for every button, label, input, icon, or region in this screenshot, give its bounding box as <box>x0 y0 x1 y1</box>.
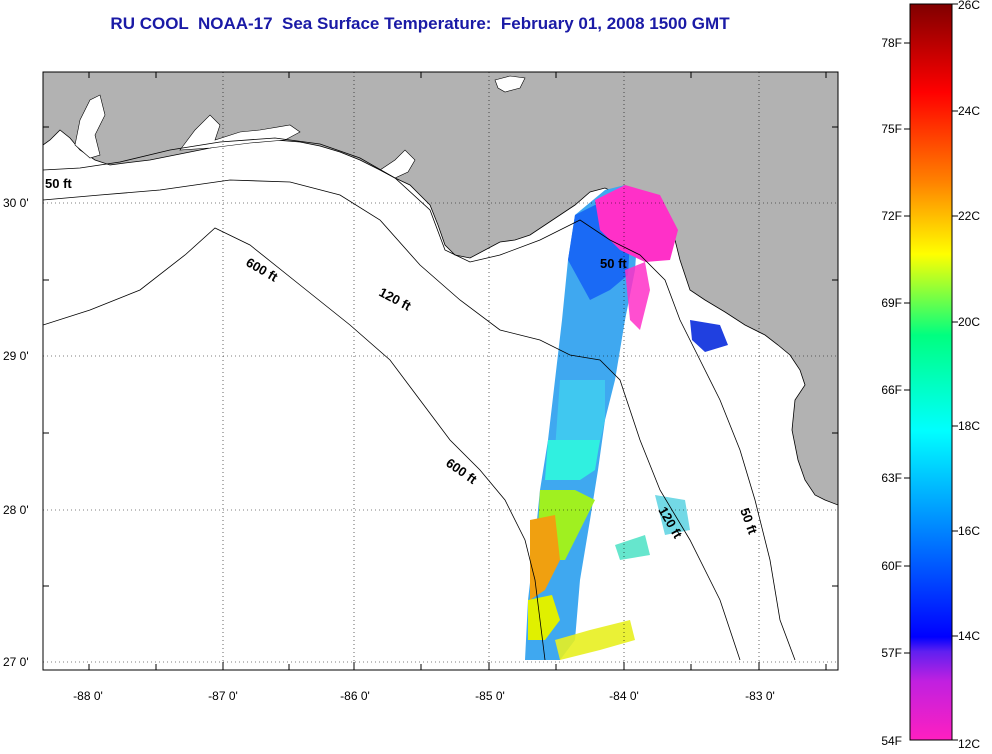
colorbar-c-label: 12C <box>958 737 980 751</box>
lon-tick-label: -88 0' <box>73 689 103 703</box>
lon-tick-label: -84 0' <box>609 689 639 703</box>
lat-lon-grid <box>43 72 838 670</box>
bay <box>74 94 106 159</box>
lat-tick-label: 30 0' <box>3 196 29 210</box>
colorbar-c-label: 20C <box>958 315 980 329</box>
axis-ticks <box>43 72 838 670</box>
bay <box>494 75 526 93</box>
lon-tick-label: -86 0' <box>340 689 370 703</box>
lat-tick-label: 27 0' <box>3 655 29 669</box>
contour-600ft <box>43 227 546 661</box>
land-mass <box>43 72 838 506</box>
colorbar-c-label: 14C <box>958 629 980 643</box>
colorbar-f-label: 57F <box>881 646 902 660</box>
lon-tick-label: -83 0' <box>745 689 775 703</box>
colorbar-c-label: 26C <box>958 0 980 12</box>
colorbar-f-label: 54F <box>881 734 902 748</box>
colorbar-f-label: 69F <box>881 296 902 310</box>
colorbar-c-label: 22C <box>958 209 980 223</box>
contour-50ft <box>43 137 796 661</box>
colorbar-f-label: 72F <box>881 209 902 223</box>
contour-120ft <box>43 179 741 661</box>
lat-tick-label: 28 0' <box>3 503 29 517</box>
lat-tick-label: 29 0' <box>3 349 29 363</box>
lon-tick-label: -87 0' <box>208 689 238 703</box>
contour-label: 50 ft <box>45 176 72 191</box>
colorbar-f-label: 60F <box>881 559 902 573</box>
colorbar-f-label: 66F <box>881 383 902 397</box>
colorbar-c-label: 16C <box>958 524 980 538</box>
sst-swath <box>525 185 728 660</box>
colorbar: 78F 75F 72F 69F 66F 63F 60F 57F 54F 26C … <box>881 0 980 751</box>
colorbar-f-label: 63F <box>881 471 902 485</box>
colorbar-c-label: 18C <box>958 419 980 433</box>
bay <box>179 114 301 151</box>
contour-label: 50 ft <box>600 256 627 271</box>
map-frame <box>42 71 839 671</box>
colorbar-c-label: 24C <box>958 104 980 118</box>
colorbar-f-label: 78F <box>881 36 902 50</box>
colorbar-f-label: 75F <box>881 122 902 136</box>
colorbar-gradient <box>909 3 953 741</box>
lon-tick-label: -85 0' <box>475 689 505 703</box>
map-title: RU COOL NOAA-17 Sea Surface Temperature:… <box>110 14 730 33</box>
